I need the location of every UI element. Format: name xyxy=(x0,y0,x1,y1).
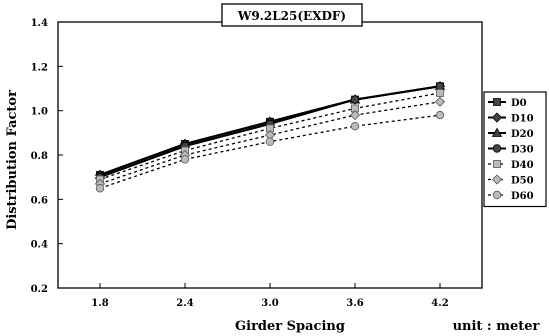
data-point-d60 xyxy=(95,184,105,193)
legend-label: D40 xyxy=(511,160,534,171)
data-point-d60 xyxy=(350,121,360,131)
legend-marker xyxy=(493,160,501,168)
legend-label: D60 xyxy=(511,191,534,202)
y-tick-label: 0.2 xyxy=(31,284,48,295)
data-point-d50 xyxy=(349,110,361,121)
legend-label: D30 xyxy=(511,145,534,156)
legend-label: D20 xyxy=(511,129,534,140)
unit-note: unit : meter xyxy=(453,319,540,334)
data-point-d60 xyxy=(435,110,445,120)
x-tick-label: 1.8 xyxy=(91,298,108,309)
y-tick-label: 0.6 xyxy=(31,195,48,206)
y-tick-label: 1.2 xyxy=(31,62,48,73)
legend-label: D10 xyxy=(511,114,534,125)
y-tick-label: 0.8 xyxy=(31,151,48,162)
x-tick-label: 3.0 xyxy=(261,298,278,309)
y-axis-label: Distribution Factor xyxy=(5,90,20,230)
y-tick-label: 1.4 xyxy=(31,18,48,29)
x-tick-label: 4.2 xyxy=(431,298,448,309)
legend-label: D50 xyxy=(511,176,534,187)
plot-frame xyxy=(57,21,483,289)
legend-marker xyxy=(491,127,503,137)
data-point-d30 xyxy=(435,82,445,91)
y-tick-label: 0.4 xyxy=(31,240,48,251)
data-point-d40 xyxy=(436,89,444,97)
x-axis-label: Girder Spacing xyxy=(235,319,345,334)
chart-title: W9.2L25(EXDF) xyxy=(237,9,346,23)
data-point-d60 xyxy=(180,155,190,164)
data-point-d30 xyxy=(350,95,360,104)
data-point-d60 xyxy=(265,137,275,146)
legend-label: D0 xyxy=(511,98,527,109)
x-tick-label: 2.4 xyxy=(176,298,193,309)
legend-marker xyxy=(491,112,503,123)
legend-marker xyxy=(492,190,502,200)
legend-marker xyxy=(491,174,503,185)
legend-marker xyxy=(492,144,502,153)
x-tick-label: 3.6 xyxy=(346,298,363,309)
legend-marker xyxy=(493,98,501,106)
data-point-d50 xyxy=(434,96,446,107)
y-tick-label: 1.0 xyxy=(31,107,48,118)
title-box xyxy=(221,3,363,27)
